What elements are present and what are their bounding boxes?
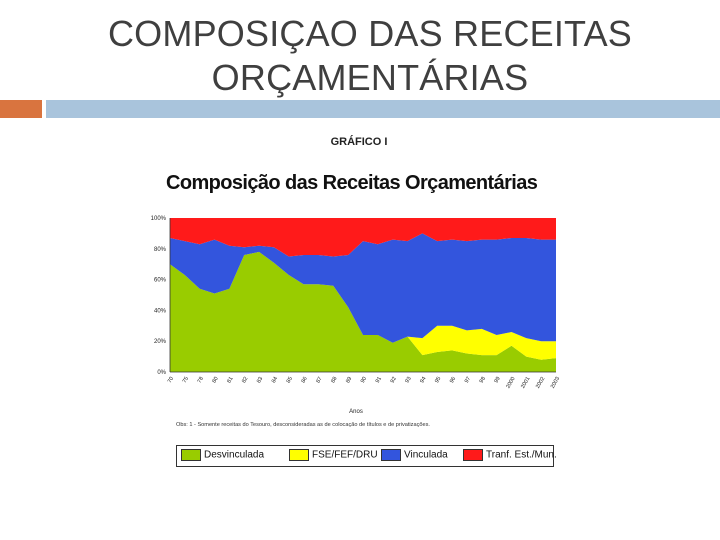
chart-title: Composição das Receitas Orçamentárias: [166, 172, 538, 194]
area-series-fse-fef-dru: [170, 251, 556, 360]
x-tick-label: 84: [271, 376, 279, 384]
x-tick-label: 83: [256, 376, 264, 384]
figure-label: GRÁFICO I: [0, 136, 720, 148]
x-tick-label: 70: [167, 376, 175, 384]
legend-label-transf: Tranf. Est./Mun.: [486, 449, 557, 461]
legend-item-fse-fef-dru: FSE/FEF/DRU: [289, 449, 378, 463]
legend-item-vinculada: Vinculada: [381, 449, 448, 463]
y-tick-label: 100%: [151, 216, 167, 222]
x-tick-label: 89: [345, 376, 353, 384]
x-tick-label: 97: [464, 376, 472, 384]
figure-label-text: GRÁFICO I: [330, 136, 388, 148]
x-tick-label: 2002: [535, 376, 546, 390]
chart-note: Obs: 1 - Somente receitas do Tesouro, de…: [176, 422, 430, 428]
chart-legend: Desvinculada FSE/FEF/DRU Vinculada Tranf…: [176, 445, 557, 467]
legend-item-transf: Tranf. Est./Mun.: [463, 449, 557, 463]
legend-swatch-transf: [463, 449, 483, 461]
y-tick-labels: 0% 20% 40% 60% 80% 100%: [151, 216, 167, 376]
legend-item-desvinculada: Desvinculada: [181, 449, 264, 463]
x-tick-label: 94: [419, 376, 427, 384]
x-tick-label: 85: [286, 376, 294, 384]
x-tick-label: 93: [404, 376, 412, 384]
x-tick-label: 98: [479, 376, 487, 384]
x-axis-label: Anos: [349, 409, 363, 415]
area-series-desvinculada: [170, 251, 556, 372]
legend-label-desvinculada: Desvinculada: [204, 449, 265, 461]
legend-swatch-vinculada: [381, 449, 401, 461]
legend-swatch-fse-fef-dru: [289, 449, 309, 461]
area-series-vinculada: [170, 233, 556, 343]
x-tick-label: 2001: [520, 376, 531, 390]
x-tick-label: 95: [434, 376, 442, 384]
slide-title: COMPOSIÇAO DAS RECEITAS ORÇAMENTÁRIAS: [0, 12, 720, 100]
x-tick-label: 87: [315, 376, 323, 384]
y-tick-label: 20%: [154, 339, 167, 345]
legend-label-vinculada: Vinculada: [404, 449, 448, 461]
x-tick-label: 90: [360, 376, 368, 384]
area-series-transf: [170, 218, 556, 257]
x-tick-label: 99: [494, 376, 502, 384]
y-tick-label: 80%: [154, 247, 167, 253]
slide-title-line-2: ORÇAMENTÁRIAS: [211, 57, 529, 98]
legend-swatch-desvinculada: [181, 449, 201, 461]
x-tick-label: 2003: [550, 376, 561, 390]
accent-bar-blue: [46, 100, 720, 118]
x-tick-label: 88: [330, 376, 338, 384]
chart-axes: [169, 218, 556, 373]
x-tick-label: 75: [182, 376, 190, 384]
x-tick-label: 91: [375, 376, 383, 384]
x-tick-label: 78: [197, 376, 205, 384]
x-tick-label: 82: [241, 376, 249, 384]
x-tick-labels: 70 75 78 80 81 82 83 84 85 86 87 88 89 90 91 92 93 94 95 96…: [167, 376, 561, 390]
y-tick-label: 40%: [154, 308, 167, 314]
x-tick-label: 92: [390, 376, 398, 384]
x-tick-label: 96: [449, 376, 457, 384]
legend-label-fse-fef-dru: FSE/FEF/DRU: [312, 449, 378, 461]
y-tick-label: 0%: [157, 370, 166, 376]
x-tick-label: 2000: [505, 376, 516, 390]
slide-title-line-1: COMPOSIÇAO DAS RECEITAS: [107, 13, 633, 54]
x-tick-label: 80: [211, 376, 219, 384]
chart-areas: [170, 218, 556, 372]
y-tick-label: 60%: [154, 278, 167, 284]
accent-bar-orange: [0, 100, 42, 118]
x-tick-label: 86: [301, 376, 309, 384]
x-tick-label: 81: [226, 376, 234, 384]
